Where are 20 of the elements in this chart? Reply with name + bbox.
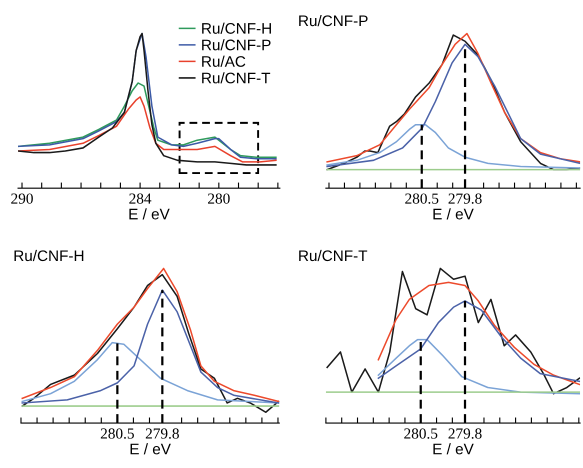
x-tick-label: 290 (11, 193, 33, 204)
x-tick-label: 279.8 (448, 193, 482, 204)
x-tick-label: 279.8 (448, 428, 482, 439)
x-axis-title: E / eV (130, 443, 171, 454)
x-tick-label: 280 (208, 193, 230, 204)
legend-label: Ru/CNF-H (202, 22, 271, 34)
x-axis-title: E / eV (129, 208, 170, 220)
x-axis-title: E / eV (433, 208, 474, 220)
chart-title: Ru/CNF-T (299, 250, 368, 262)
x-axis-title: E / eV (433, 443, 474, 454)
chart-title: Ru/CNF-P (299, 14, 368, 26)
legend-label: Ru/CNF-T (202, 72, 270, 84)
x-tick-label: 284 (129, 193, 152, 204)
chart-title: Ru/CNF-H (14, 250, 84, 262)
legend-label: Ru/CNF-P (202, 39, 271, 50)
x-tick-label: 279.8 (146, 428, 179, 439)
x-tick-label: 280.5 (100, 428, 134, 439)
x-tick-label: 280.5 (404, 428, 438, 439)
x-tick-label: 280.5 (405, 193, 438, 204)
legend-label: Ru/AC (202, 56, 246, 67)
